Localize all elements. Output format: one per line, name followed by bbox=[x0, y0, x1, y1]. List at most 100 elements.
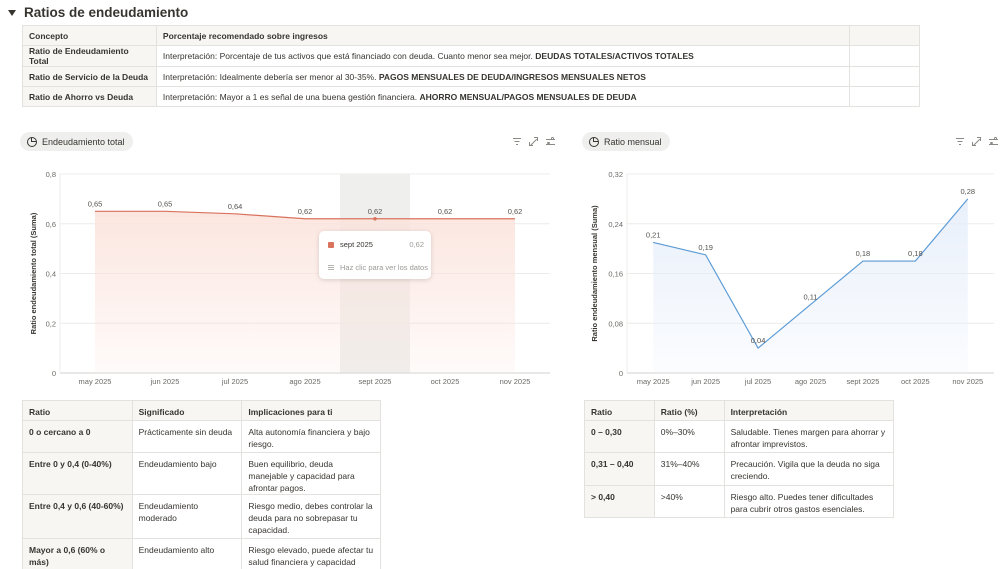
table-cell[interactable]: Entre 0,4 y 0,6 (40-60%) bbox=[22, 494, 133, 539]
cell-text: Interpretación: Mayor a 1 es señal de un… bbox=[162, 91, 418, 102]
y-tick-label: 0,4 bbox=[46, 270, 56, 279]
chart-title-pill-endeudamiento[interactable]: Endeudamiento total bbox=[20, 132, 133, 151]
data-label: 0,62 bbox=[508, 207, 523, 216]
y-tick-label: 0,24 bbox=[608, 220, 623, 229]
chart-title: Ratio mensual bbox=[604, 136, 662, 147]
table-cell[interactable]: Interpretación: Porcentaje de tus activo… bbox=[155, 45, 851, 67]
pie-chart-icon bbox=[27, 136, 37, 147]
y-axis-label: Ratio endeudamiento total (Suma) bbox=[29, 212, 38, 334]
table-row: 0 o cercano a 0 Prácticamente sin deuda … bbox=[22, 420, 381, 453]
table-cell[interactable]: Mayor a 0,6 (60% o más) bbox=[22, 538, 133, 569]
x-tick-label: may 2025 bbox=[79, 377, 112, 386]
table-header-row: Ratio Ratio (%) Interpretación bbox=[584, 400, 895, 421]
table-cell[interactable] bbox=[849, 86, 920, 107]
table-cell[interactable]: Endeudamiento bajo bbox=[131, 452, 243, 495]
table-cell[interactable]: Interpretación: Mayor a 1 es señal de un… bbox=[155, 86, 851, 107]
table-row: > 0,40 >40% Riesgo alto. Puedes tener di… bbox=[584, 485, 895, 518]
tooltip-hint-text: Haz clic para ver los datos bbox=[340, 263, 428, 272]
series-line bbox=[653, 198, 969, 350]
table-row: 0,31 – 0,40 31%–40% Precaución. Vigila q… bbox=[584, 452, 895, 486]
table-row: Entre 0,4 y 0,6 (40-60%) Endeudamiento m… bbox=[22, 494, 381, 539]
y-tick-label: 0 bbox=[52, 369, 56, 378]
table-cell[interactable]: Ratio de Servicio de la Deuda bbox=[22, 66, 157, 87]
filter-icon[interactable] bbox=[512, 137, 521, 146]
table-cell[interactable]: Interpretación: Idealmente debería ser m… bbox=[155, 66, 851, 87]
table-row: Entre 0 y 0,4 (0-40%) Endeudamiento bajo… bbox=[22, 452, 381, 495]
table-cell[interactable]: Riesgo medio, debes controlar la deuda p… bbox=[241, 494, 381, 539]
sliders-icon[interactable] bbox=[546, 137, 555, 146]
table-cell[interactable]: Buen equilibrio, deuda manejable y capac… bbox=[241, 452, 381, 495]
table-cell[interactable]: > 0,40 bbox=[584, 485, 655, 518]
table-cell[interactable]: 31%–40% bbox=[653, 452, 725, 486]
table-cell[interactable]: 0 – 0,30 bbox=[584, 420, 655, 453]
table-row: Ratio de Servicio de la Deuda Interpreta… bbox=[22, 66, 920, 87]
data-label: 0,65 bbox=[88, 199, 103, 208]
table-cell[interactable]: >40% bbox=[653, 485, 725, 518]
table-cell[interactable]: Endeudamiento alto bbox=[131, 538, 243, 569]
x-tick-label: sept 2025 bbox=[359, 377, 392, 386]
x-tick-label: ago 2025 bbox=[795, 377, 826, 386]
table-header-cell[interactable]: Ratio bbox=[584, 400, 655, 421]
tooltip-hint[interactable]: Haz clic para ver los datos bbox=[328, 263, 428, 272]
cell-formula: DEUDAS TOTALES/ACTIVOS TOTALES bbox=[535, 51, 694, 61]
table-header-cell[interactable]: Ratio bbox=[22, 400, 133, 421]
tooltip-label: sept 2025 bbox=[340, 240, 373, 249]
table-header-cell[interactable] bbox=[849, 25, 920, 46]
sliders-icon[interactable] bbox=[989, 137, 998, 146]
ratio-meaning-table: Ratio Significado Implicaciones para ti … bbox=[22, 400, 381, 569]
table-cell[interactable]: Saludable. Tienes margen para ahorrar y … bbox=[723, 420, 895, 453]
table-cell[interactable]: Endeudamiento moderado bbox=[131, 494, 243, 539]
cell-text: Interpretación: Idealmente debería ser m… bbox=[162, 71, 377, 82]
table-cell[interactable]: Entre 0 y 0,4 (0-40%) bbox=[22, 452, 133, 495]
x-tick-label: jul 2025 bbox=[744, 377, 771, 386]
section-toggle[interactable]: Ratios de endeudamiento bbox=[8, 3, 188, 21]
data-label: 0,28 bbox=[960, 187, 975, 196]
chart-title-pill-mensual[interactable]: Ratio mensual bbox=[582, 132, 670, 151]
table-header-row: Concepto Porcentaje recomendado sobre in… bbox=[22, 25, 920, 46]
table-cell[interactable]: Ratio de Endeudamiento Total bbox=[22, 45, 157, 67]
table-header-cell[interactable]: Significado bbox=[131, 400, 243, 421]
y-axis-label: Ratio endeudamiento mensual (Suma) bbox=[590, 205, 599, 342]
filter-icon[interactable] bbox=[955, 137, 964, 146]
table-header-cell[interactable]: Porcentaje recomendado sobre ingresos bbox=[155, 25, 851, 46]
toggle-arrow-icon[interactable] bbox=[8, 10, 16, 16]
ratios-table: Concepto Porcentaje recomendado sobre in… bbox=[22, 25, 920, 107]
expand-icon[interactable] bbox=[972, 137, 981, 146]
table-cell[interactable] bbox=[849, 45, 920, 67]
table-header-cell[interactable]: Implicaciones para ti bbox=[241, 400, 381, 421]
table-cell[interactable]: Ratio de Ahorro vs Deuda bbox=[22, 86, 157, 107]
x-tick-label: may 2025 bbox=[637, 377, 670, 386]
series-area bbox=[653, 198, 968, 373]
table-cell[interactable]: Precaución. Vigila que la deuda no siga … bbox=[723, 452, 895, 486]
table-cell[interactable]: Prácticamente sin deuda bbox=[131, 420, 243, 453]
section-title: Ratios de endeudamiento bbox=[24, 4, 189, 20]
data-label: 0,62 bbox=[298, 207, 313, 216]
table-row: 0 – 0,30 0%–30% Saludable. Tienes margen… bbox=[584, 420, 895, 453]
list-icon bbox=[328, 265, 334, 270]
data-label: 0,62 bbox=[368, 207, 383, 216]
table-cell[interactable]: Riesgo alto. Puedes tener dificultades p… bbox=[723, 485, 895, 518]
endeudamiento-total-chart[interactable]: 0 0,2 0,4 0,6 0,8 may 2025 jun 2025 jul 2025 ago… bbox=[0, 160, 560, 395]
table-header-cell[interactable]: Interpretación bbox=[723, 400, 895, 421]
x-tick-label: oct 2025 bbox=[901, 377, 930, 386]
cell-formula: AHORRO MENSUAL/PAGOS MENSUALES DE DEUDA bbox=[419, 91, 637, 102]
table-header-cell[interactable]: Ratio (%) bbox=[653, 400, 725, 421]
data-label: 0,18 bbox=[908, 249, 923, 258]
cell-text: Interpretación: Porcentaje de tus activo… bbox=[162, 51, 533, 61]
data-label: 0,19 bbox=[698, 243, 713, 252]
x-tick-label: jun 2025 bbox=[690, 377, 720, 386]
data-label: 0,11 bbox=[803, 293, 817, 302]
data-point bbox=[373, 216, 377, 221]
table-header-cell[interactable]: Concepto bbox=[22, 25, 157, 46]
table-cell[interactable]: Riesgo elevado, puede afectar tu salud f… bbox=[241, 538, 381, 569]
ratio-mensual-chart[interactable]: 0 0,08 0,16 0,24 0,32 may 2025 jun 2025 jul 202… bbox=[580, 160, 1005, 395]
table-cell[interactable]: 0,31 – 0,40 bbox=[584, 452, 655, 486]
chart-toolbar bbox=[955, 137, 998, 146]
table-cell[interactable]: 0 o cercano a 0 bbox=[22, 420, 133, 453]
expand-icon[interactable] bbox=[529, 137, 538, 146]
table-cell[interactable]: Alta autonomía financiera y bajo riesgo. bbox=[241, 420, 381, 453]
x-tick-label: jun 2025 bbox=[150, 377, 180, 386]
table-cell[interactable] bbox=[849, 66, 920, 87]
table-cell[interactable]: 0%–30% bbox=[653, 420, 725, 453]
table-row: Ratio de Endeudamiento Total Interpretac… bbox=[22, 45, 920, 67]
